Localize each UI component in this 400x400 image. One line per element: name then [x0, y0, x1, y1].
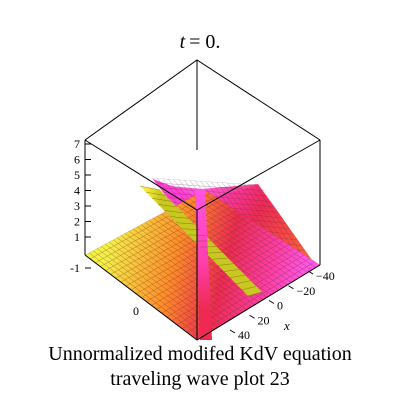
y-axis: 0	[133, 304, 139, 318]
chart-title: t = 0.	[180, 31, 221, 53]
z-axis: -1 12 34 56 7	[70, 137, 91, 275]
z-tick-label: 5	[74, 168, 80, 182]
x-tick-label: 20	[258, 313, 270, 327]
bounding-box	[84, 59, 321, 341]
z-tick-label: 3	[74, 199, 80, 213]
x-tick-label: −40	[316, 269, 335, 283]
caption-line-2: traveling wave plot 23	[110, 368, 290, 390]
z-tick-label: 2	[74, 215, 80, 229]
x-tick-label: −20	[297, 284, 316, 298]
x-tick-label: 40	[238, 328, 250, 342]
z-tick-label: 7	[74, 137, 80, 151]
caption-line-1: Unnormalized modifed KdV equation	[48, 343, 352, 365]
x-axis-label: x	[283, 318, 290, 333]
z-tick-label: 4	[74, 184, 80, 198]
x-tick-mark	[307, 270, 314, 275]
x-tick-mark	[229, 329, 236, 334]
x-tick-label: 0	[277, 299, 283, 313]
y-tick-label: 0	[133, 304, 139, 318]
x-tick-mark	[249, 314, 255, 319]
z-tick-label: -1	[70, 261, 80, 275]
x-tick-mark	[288, 285, 294, 290]
x-tick-mark	[268, 300, 275, 304]
x-axis: −40−20 0 20 40	[229, 269, 335, 342]
z-tick-label: 6	[74, 153, 80, 167]
z-tick-label: 1	[74, 230, 80, 244]
